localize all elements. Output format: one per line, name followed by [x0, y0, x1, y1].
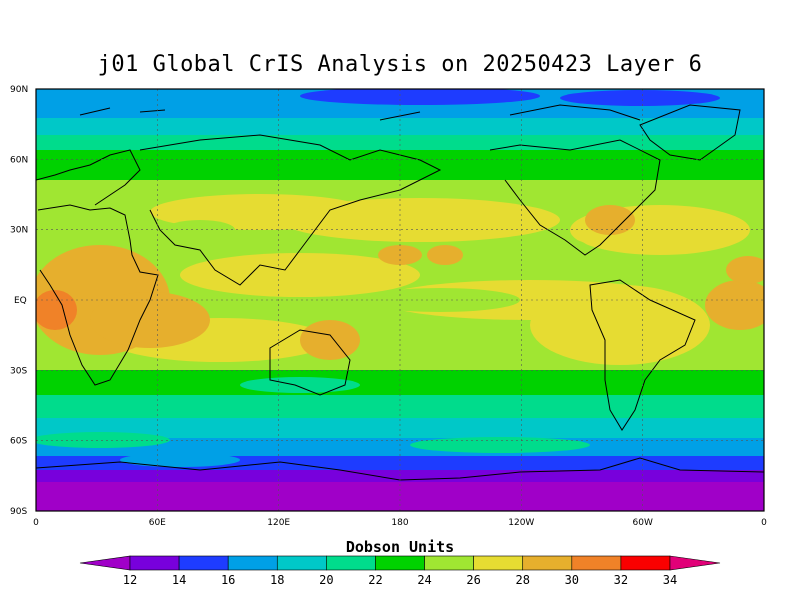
colorbar-tick-label: 12 [123, 573, 137, 587]
colorbar-tick-label: 16 [221, 573, 235, 587]
lat-label: 90N [10, 85, 28, 95]
colorbar-swatch [375, 555, 425, 571]
antarctica-coast [36, 457, 764, 481]
colorbar-title: Dobson Units [345, 538, 455, 556]
ozone-blobs [36, 89, 764, 467]
lon-axis: 0 60E 120E 180 120W 60W 0 [33, 518, 767, 528]
colorbar-tick-label: 18 [270, 573, 284, 587]
australia-coast [269, 329, 351, 396]
colorbar-tick-label: 20 [319, 573, 333, 587]
lat-label: 30S [10, 366, 27, 376]
lon-label: 120W [508, 518, 534, 528]
colorbar-tick-label: 22 [368, 573, 382, 587]
lat-label: 90S [10, 507, 27, 517]
lon-label: 0 [33, 518, 39, 528]
colorbar-tick-label: 34 [663, 573, 677, 587]
coastlines [36, 104, 764, 481]
colorbar-swatch [571, 555, 622, 571]
colorbar-low-triangle [79, 555, 131, 571]
lon-label: 60W [633, 518, 653, 528]
asia-coast [139, 134, 442, 286]
arctic-islands [79, 104, 641, 121]
colorbar-swatch [424, 555, 474, 571]
colorbar-swatch [473, 555, 524, 571]
africa-coast [37, 204, 159, 386]
colorbar: 12 14 16 18 20 22 24 26 28 30 32 34 [79, 555, 721, 587]
lat-label: 60N [10, 155, 28, 165]
lon-label: 0 [761, 518, 767, 528]
map-frame [35, 88, 765, 512]
colorbar-tick-label: 28 [516, 573, 530, 587]
colorbar-swatch [178, 555, 229, 571]
south-america-coast [589, 279, 696, 431]
north-america-coast [489, 139, 661, 256]
europe-coast [36, 149, 141, 206]
colorbar-swatch [276, 555, 327, 571]
lon-label: 120E [267, 518, 290, 528]
map-title: j01 Global CrIS Analysis on 20250423 Lay… [97, 52, 703, 77]
lat-label: 30N [10, 226, 28, 236]
lat-label: EQ [14, 296, 27, 306]
lat-axis: 90N 60N 30N EQ 30S 60S 90S [10, 85, 28, 517]
colorbar-swatch [522, 555, 573, 571]
lat-label: 60S [10, 437, 27, 447]
greenland-coast [639, 104, 741, 161]
colorbar-tick-label: 26 [466, 573, 480, 587]
colorbar-tick-label: 32 [614, 573, 628, 587]
lon-label: 60E [149, 518, 166, 528]
graticule [36, 89, 764, 511]
colorbar-high-triangle [669, 555, 721, 571]
lon-label: 180 [391, 518, 408, 528]
colorbar-swatch [227, 555, 278, 571]
colorbar-tick-label: 24 [417, 573, 431, 587]
colorbar-swatch [620, 555, 671, 571]
colorbar-swatch [129, 555, 180, 571]
colorbar-tick-label: 14 [172, 573, 186, 587]
colorbar-swatch [326, 555, 376, 571]
ozone-field [36, 89, 764, 511]
colorbar-tick-label: 30 [565, 573, 579, 587]
